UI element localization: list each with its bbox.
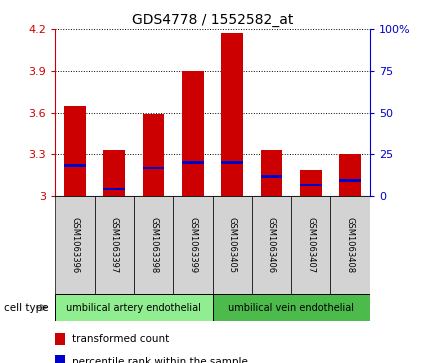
Bar	[212, 294, 370, 321]
Bar	[291, 196, 331, 294]
Text: transformed count: transformed count	[71, 334, 169, 344]
Bar	[182, 162, 204, 164]
Bar	[143, 167, 164, 170]
Bar	[221, 162, 243, 164]
Title: GDS4778 / 1552582_at: GDS4778 / 1552582_at	[132, 13, 293, 26]
Bar	[55, 196, 94, 294]
Bar	[55, 355, 65, 363]
Bar	[300, 170, 322, 196]
Bar	[64, 106, 86, 196]
Text: GSM1063396: GSM1063396	[71, 217, 79, 273]
Bar	[64, 164, 86, 167]
Bar	[261, 150, 282, 196]
Text: umbilical artery endothelial: umbilical artery endothelial	[66, 303, 201, 313]
Bar	[143, 114, 164, 196]
Bar	[339, 179, 361, 182]
Text: GSM1063398: GSM1063398	[149, 217, 158, 273]
Bar	[55, 333, 65, 345]
Bar	[339, 154, 361, 196]
Bar	[103, 150, 125, 196]
Bar	[261, 175, 282, 178]
Bar	[94, 196, 134, 294]
Bar	[103, 188, 125, 190]
Text: GSM1063406: GSM1063406	[267, 217, 276, 273]
Text: umbilical vein endothelial: umbilical vein endothelial	[228, 303, 354, 313]
Bar	[331, 196, 370, 294]
Text: GSM1063405: GSM1063405	[228, 217, 237, 273]
Bar	[55, 294, 212, 321]
Text: GSM1063399: GSM1063399	[188, 217, 197, 273]
Bar	[212, 196, 252, 294]
Bar	[134, 196, 173, 294]
Bar	[252, 196, 291, 294]
Text: GSM1063408: GSM1063408	[346, 217, 354, 273]
Text: GSM1063407: GSM1063407	[306, 217, 315, 273]
Bar	[182, 71, 204, 196]
Bar	[221, 33, 243, 196]
Text: percentile rank within the sample: percentile rank within the sample	[71, 357, 247, 363]
Text: cell type: cell type	[4, 303, 49, 313]
Bar	[300, 184, 322, 186]
Bar	[173, 196, 212, 294]
Text: GSM1063397: GSM1063397	[110, 217, 119, 273]
